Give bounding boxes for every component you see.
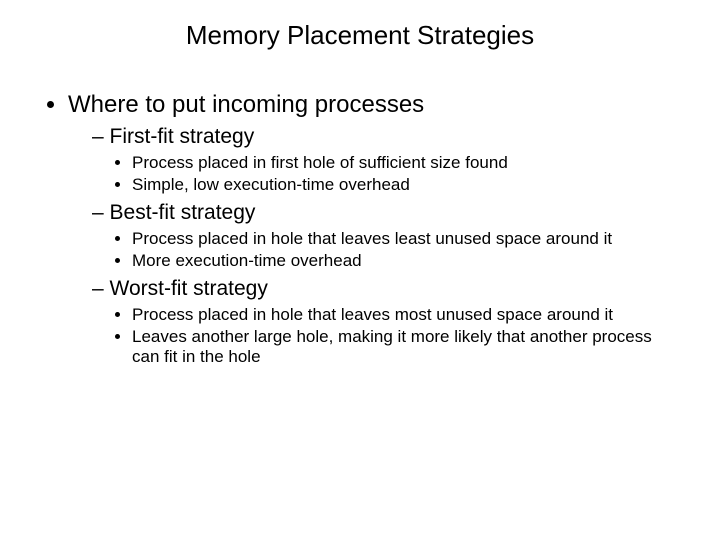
strategy-point: More execution-time overhead [132,251,680,271]
bullet-list-level3: Process placed in first hole of sufficie… [92,153,680,195]
strategy-first-fit: First-fit strategy Process placed in fir… [92,125,680,195]
strategy-label: First-fit strategy [110,125,255,148]
main-bullet: Where to put incoming processes First-fi… [68,91,680,367]
strategy-label: Worst-fit strategy [110,277,268,300]
slide-container: Memory Placement Strategies Where to put… [0,0,720,540]
strategy-point: Simple, low execution-time overhead [132,175,680,195]
bullet-list-level3: Process placed in hole that leaves least… [92,229,680,271]
strategy-point: Leaves another large hole, making it mor… [132,327,680,367]
slide-title: Memory Placement Strategies [130,20,590,51]
bullet-list-level3: Process placed in hole that leaves most … [92,305,680,367]
bullet-list-level2: First-fit strategy Process placed in fir… [68,125,680,367]
bullet-list-level1: Where to put incoming processes First-fi… [40,91,680,367]
strategy-point: Process placed in first hole of sufficie… [132,153,680,173]
strategy-label: Best-fit strategy [110,201,256,224]
strategy-worst-fit: Worst-fit strategy Process placed in hol… [92,277,680,367]
strategy-best-fit: Best-fit strategy Process placed in hole… [92,201,680,271]
strategy-point: Process placed in hole that leaves least… [132,229,680,249]
main-bullet-text: Where to put incoming processes [68,91,424,118]
strategy-point: Process placed in hole that leaves most … [132,305,680,325]
